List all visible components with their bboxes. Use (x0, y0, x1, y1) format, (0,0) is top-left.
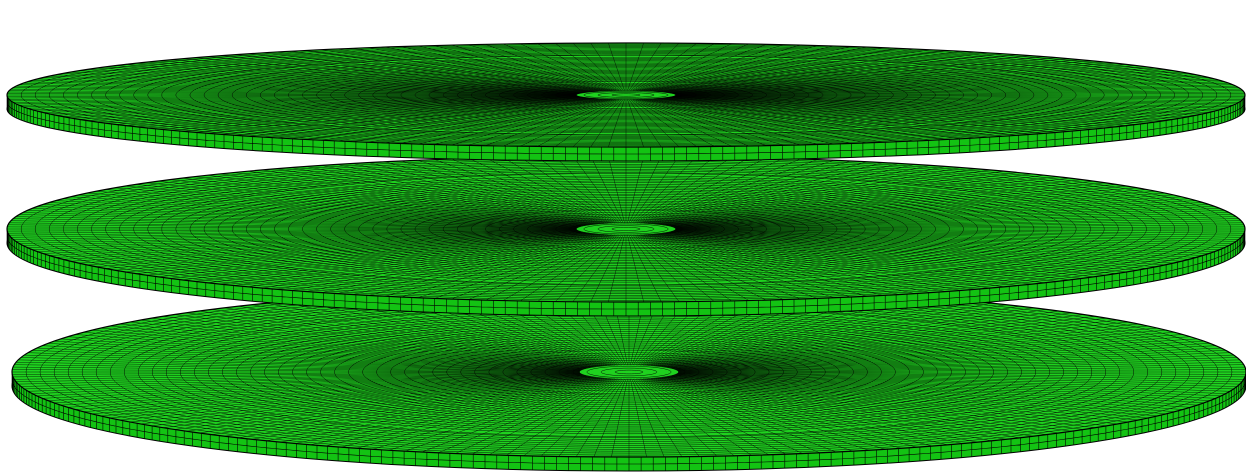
plate-bottom (11, 286, 1246, 472)
plate-top-rim-mesh (6, 95, 1246, 161)
plate-middle-radial-lines (7, 155, 1245, 303)
plate-top-radial-lines (7, 42, 1245, 148)
plate-top (6, 42, 1246, 162)
plate-bottom-rim-mesh (11, 372, 1246, 471)
plate-bottom-radial-lines (12, 286, 1246, 458)
plate-middle (6, 155, 1246, 317)
plate-middle-rim-mesh (6, 229, 1246, 316)
